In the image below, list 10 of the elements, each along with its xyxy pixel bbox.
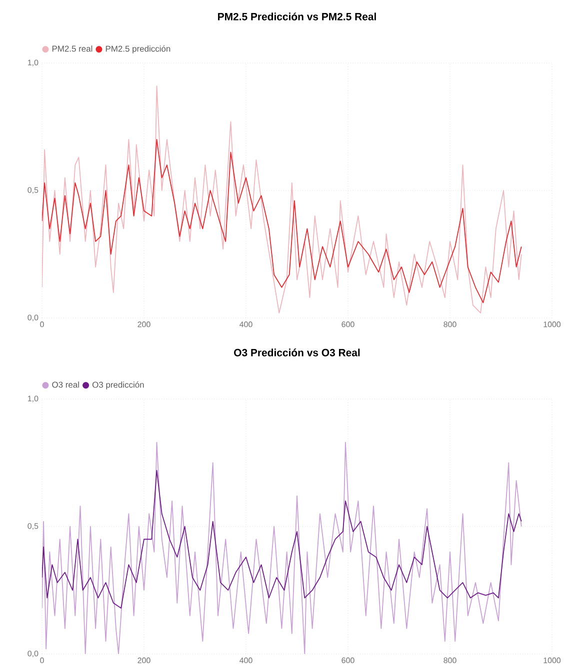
legend-label: O3 real	[52, 381, 79, 388]
chart-title: PM2.5 Predicción vs PM2.5 Real	[218, 12, 376, 20]
line-series	[42, 470, 522, 609]
legend-label: O3 predicción	[92, 381, 144, 390]
line-series	[42, 442, 522, 654]
legend-label: PM2.5 predicción	[106, 45, 170, 54]
line-series	[42, 139, 522, 304]
chart-title: O3 Predicción vs O3 Real	[234, 348, 360, 356]
legend-label: PM2.5 real	[52, 45, 92, 52]
line-series	[42, 85, 522, 314]
